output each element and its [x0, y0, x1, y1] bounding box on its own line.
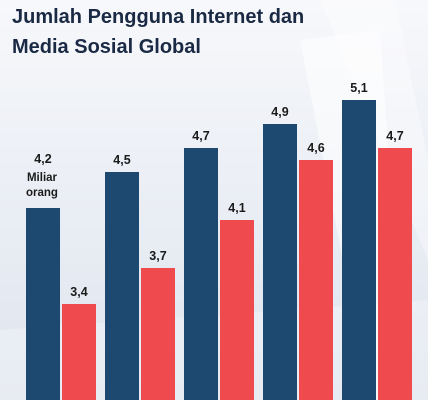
data-label-internet-2: 4,5 — [113, 153, 130, 167]
data-label-internet-3: 4,7 — [192, 129, 209, 143]
unit-annotation-line-2: orang — [26, 187, 58, 199]
data-label-social-3: 4,1 — [228, 201, 245, 215]
data-label-social-2: 3,7 — [149, 249, 166, 263]
bar-internet-5 — [342, 100, 376, 400]
bar-social-2 — [141, 268, 175, 400]
bar-internet-1 — [26, 208, 60, 400]
data-label-social-1: 3,4 — [70, 285, 87, 299]
unit-annotation: Miliar orang — [24, 171, 60, 201]
bar-social-5 — [378, 148, 412, 400]
data-label-social-5: 4,7 — [386, 129, 403, 143]
unit-annotation-line-1: Miliar — [26, 172, 58, 184]
bar-social-3 — [220, 220, 254, 400]
data-label-internet-4: 4,9 — [271, 105, 288, 119]
data-label-internet-1: 4,2 — [34, 152, 51, 166]
bar-internet-2 — [105, 172, 139, 400]
bar-social-4 — [299, 160, 333, 400]
bar-social-1 — [62, 304, 96, 400]
bar-internet-3 — [184, 148, 218, 400]
data-label-internet-5: 5,1 — [350, 81, 367, 95]
chart-title-line-1: Jumlah Pengguna Internet dan — [12, 6, 305, 28]
chart-title-line-2: Media Sosial Global — [12, 36, 201, 58]
bar-internet-4 — [263, 124, 297, 400]
chart-title: Jumlah Pengguna Internet dan Media Sosia… — [12, 2, 304, 62]
data-label-social-4: 4,6 — [307, 141, 324, 155]
